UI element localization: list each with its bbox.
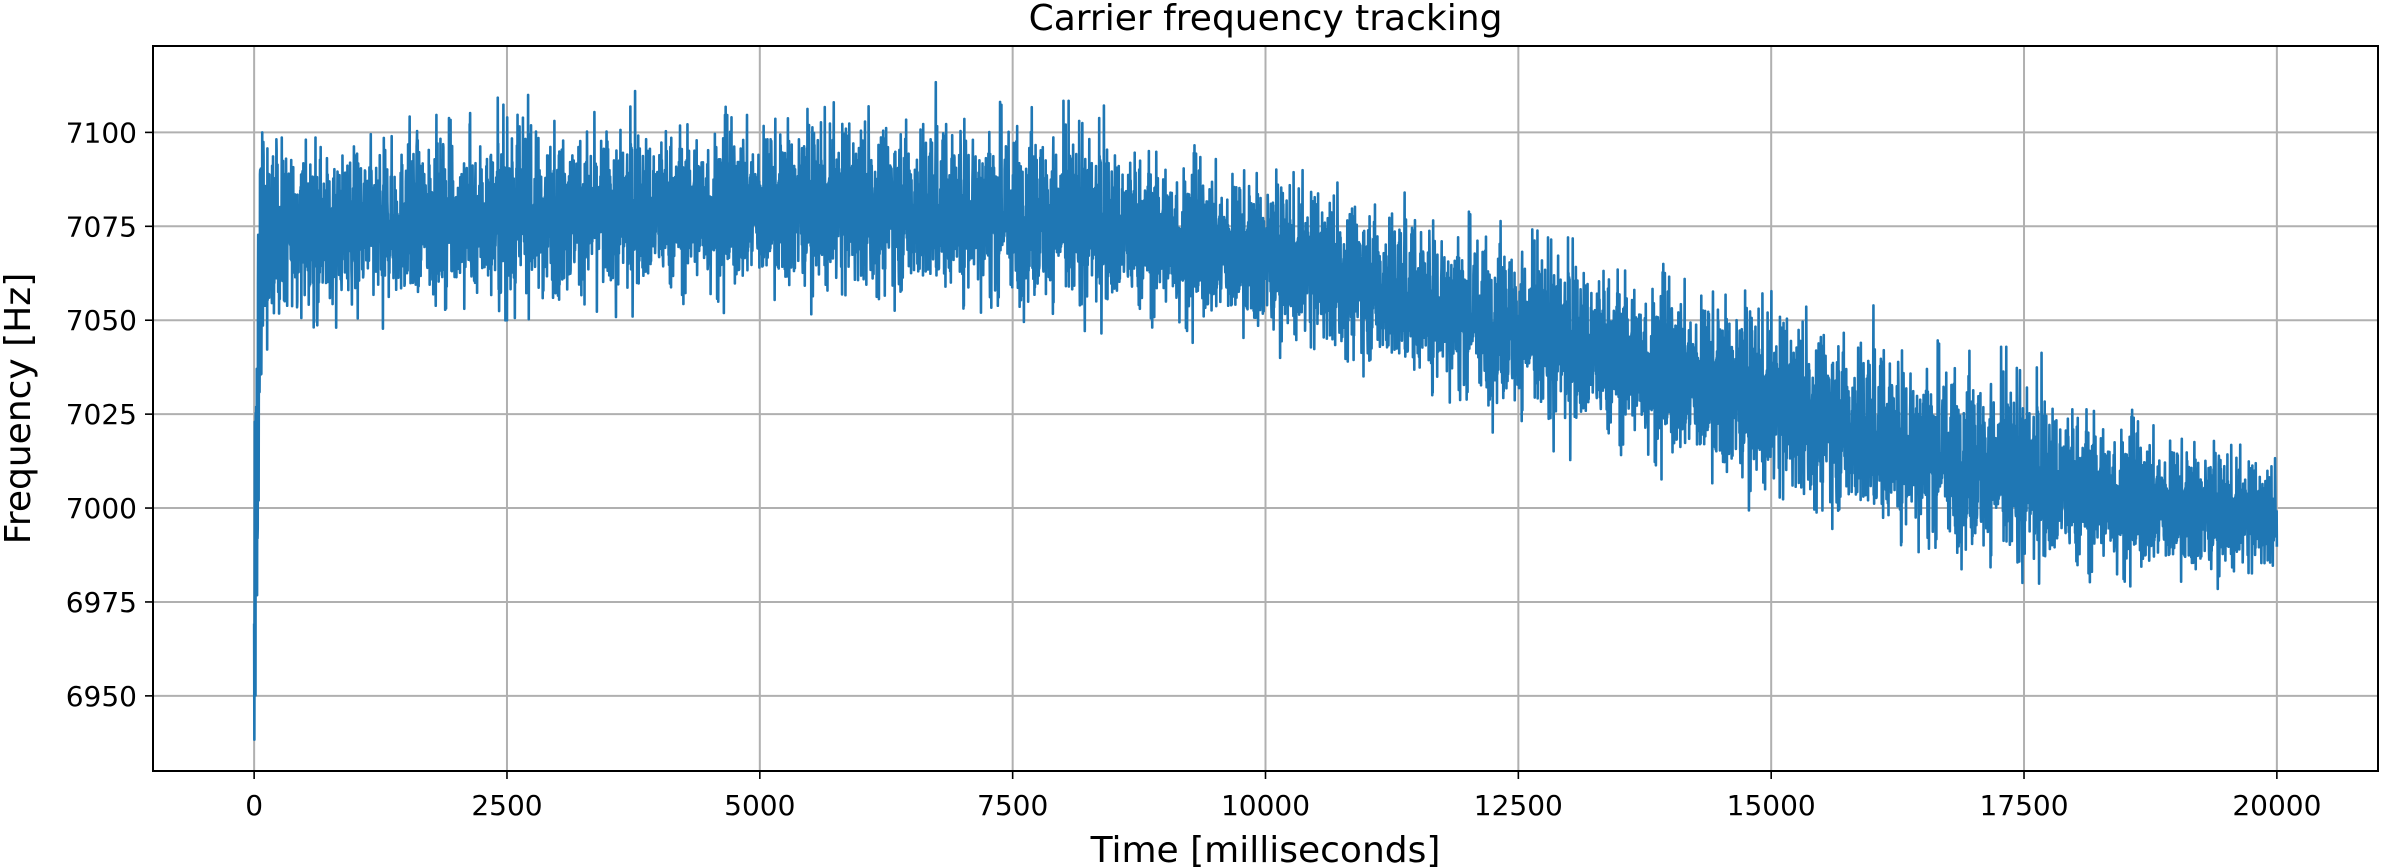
- x-tick-label: 15000: [1727, 789, 1816, 822]
- x-tick-label: 12500: [1474, 789, 1563, 822]
- axis-ticks: 0 2500 5000 7500 10000 12500 15000 17500 20000 69…: [66, 116, 2322, 822]
- chart-title: Carrier frequency tracking: [1029, 0, 1503, 39]
- series-line: [252, 80, 2279, 741]
- x-tick-label: 17500: [1979, 789, 2068, 822]
- y-tick-label: 7050: [66, 304, 137, 337]
- y-tick-label: 7000: [66, 492, 137, 525]
- x-tick-label: 2500: [471, 789, 542, 822]
- series-layer: [252, 80, 2279, 741]
- x-tick-label: 10000: [1221, 789, 1310, 822]
- x-tick-label: 5000: [724, 789, 795, 822]
- x-axis-label: Time [milliseconds]: [1090, 830, 1441, 868]
- y-tick-label: 7100: [66, 116, 137, 149]
- y-tick-label: 7025: [66, 398, 137, 431]
- x-tick-label: 7500: [977, 789, 1048, 822]
- y-tick-label: 7075: [66, 210, 137, 243]
- x-tick-label: 20000: [2232, 789, 2321, 822]
- y-axis-label: Frequency [Hz]: [0, 273, 39, 544]
- x-tick-label: 0: [245, 789, 263, 822]
- y-tick-label: 6950: [66, 680, 137, 713]
- y-tick-label: 6975: [66, 586, 137, 619]
